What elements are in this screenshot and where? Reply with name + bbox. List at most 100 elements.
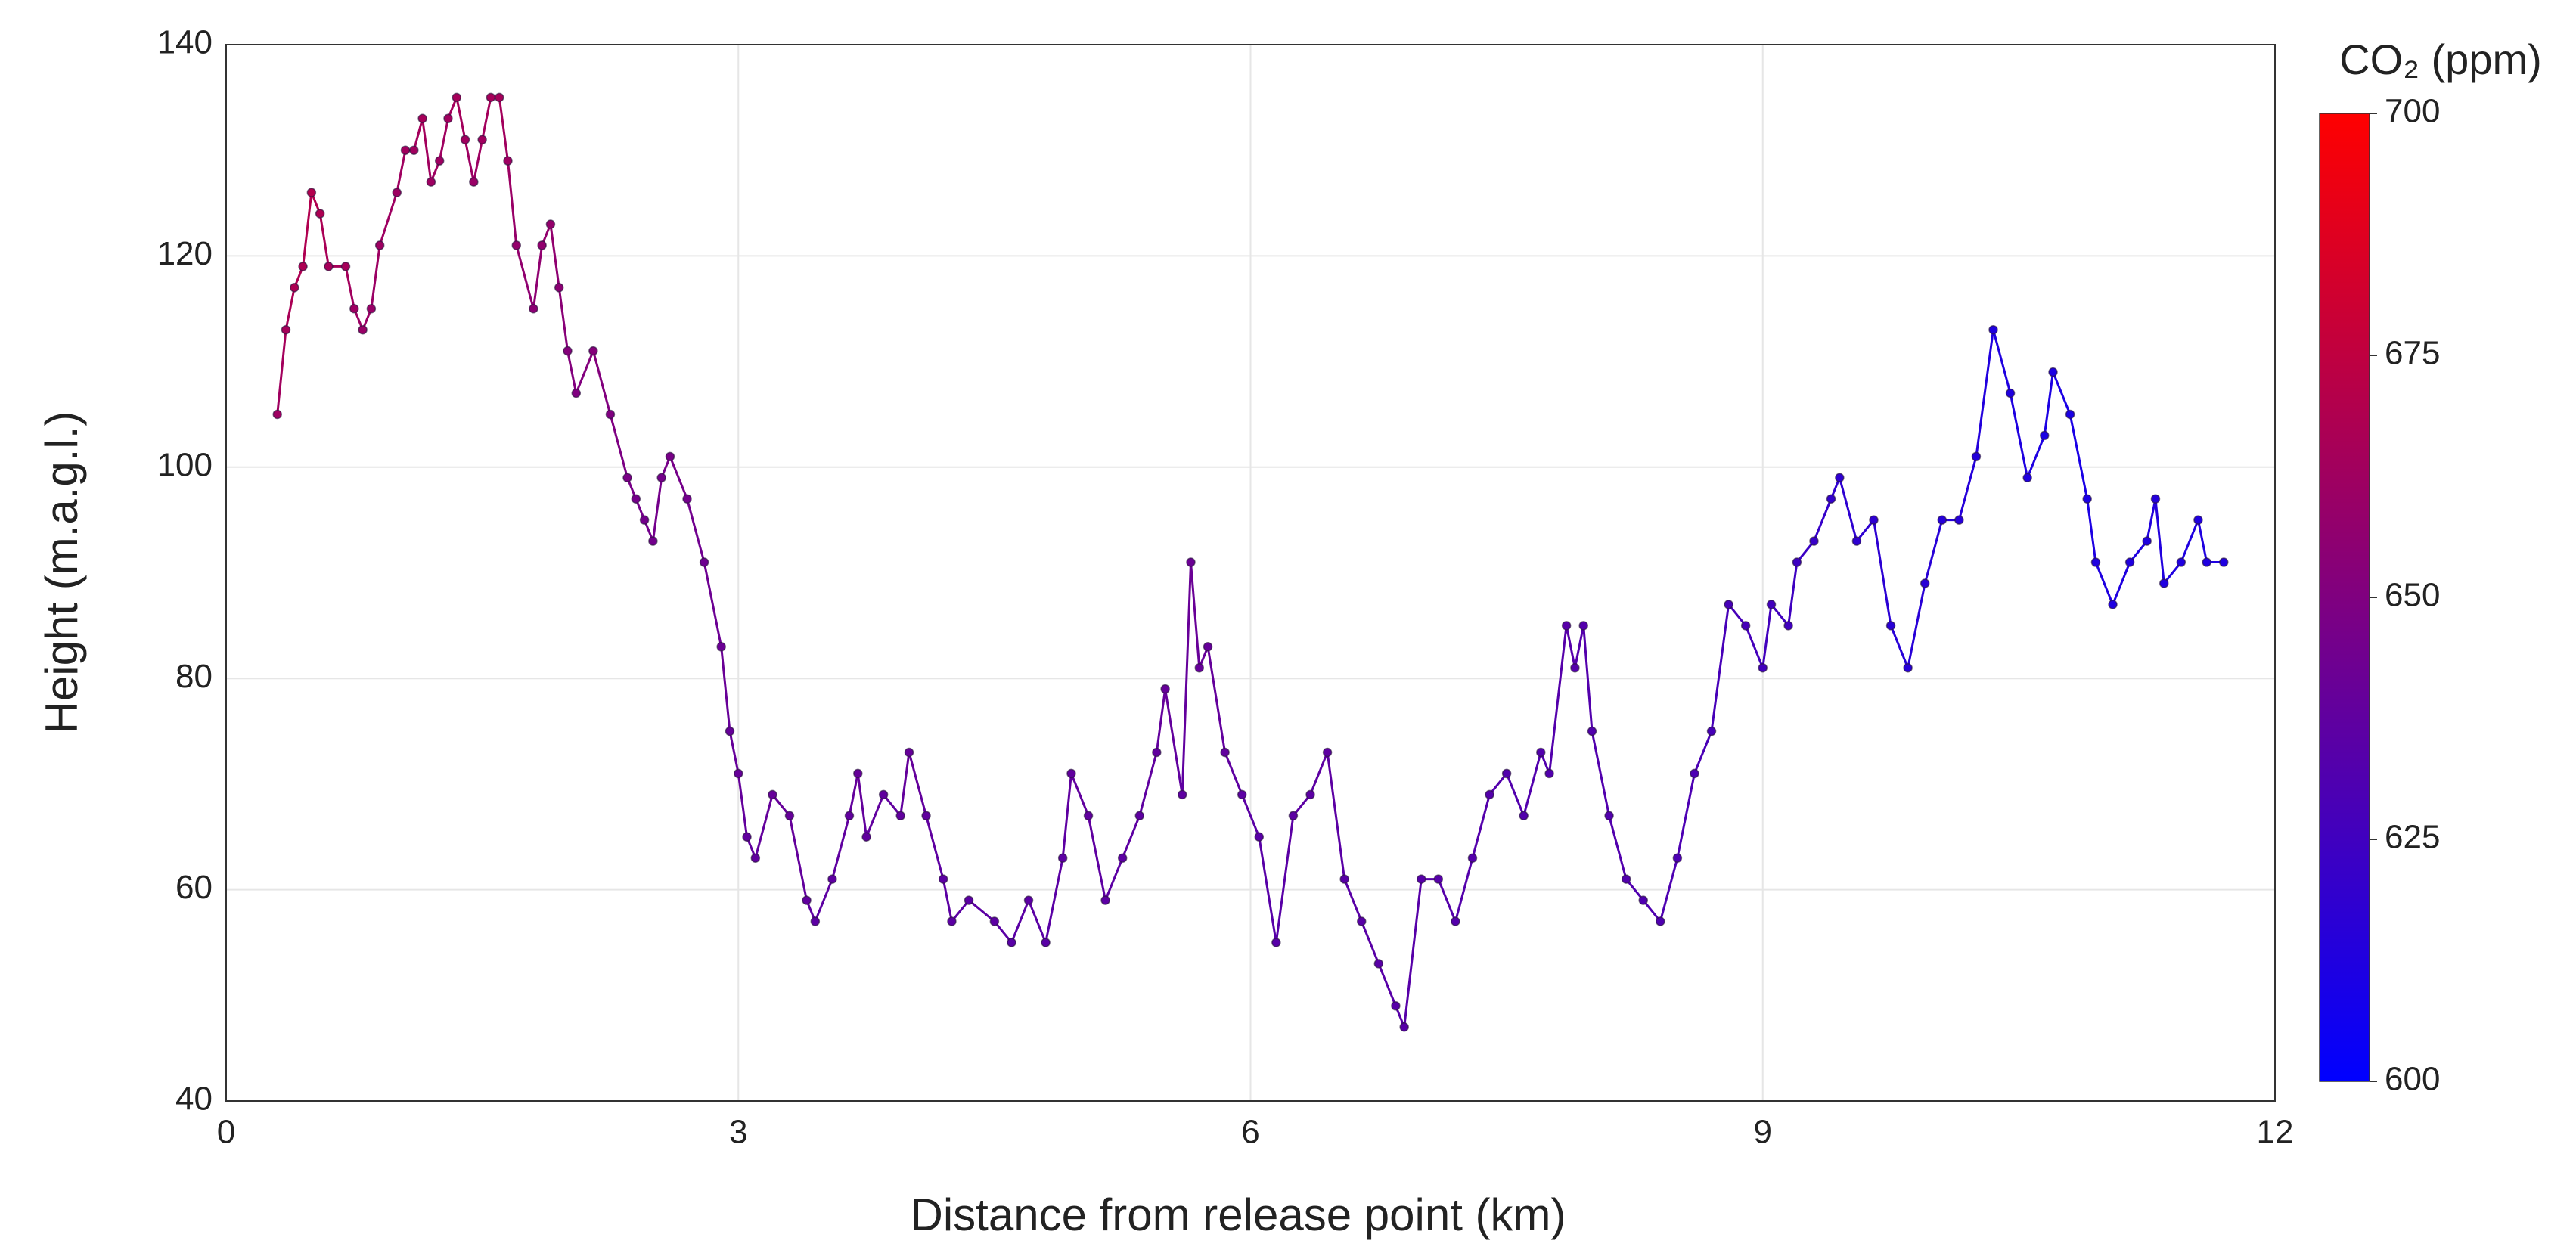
data-point <box>340 262 351 271</box>
data-point <box>2202 557 2211 567</box>
data-point <box>1621 874 1631 884</box>
x-tick-label: 12 <box>2257 1114 2294 1151</box>
data-point <box>2176 557 2186 567</box>
data-point <box>494 92 504 103</box>
data-point <box>1451 916 1460 926</box>
data-point <box>1288 811 1299 821</box>
data-point <box>631 494 641 504</box>
data-point <box>1826 494 1836 504</box>
data-point <box>1501 768 1512 779</box>
data-point <box>810 916 821 926</box>
data-point <box>1339 874 1349 884</box>
data-point <box>768 789 777 800</box>
data-point <box>400 145 411 155</box>
data-point <box>2039 430 2050 441</box>
data-point <box>469 177 479 187</box>
data-point <box>1023 895 1034 905</box>
data-point <box>2124 557 2135 567</box>
data-point <box>682 494 692 504</box>
data-point <box>1706 726 1717 736</box>
y-tick-label: 80 <box>175 658 213 695</box>
data-point <box>324 262 334 271</box>
data-point <box>588 346 598 356</box>
data-point <box>511 240 522 250</box>
data-point <box>1254 832 1265 842</box>
data-point <box>725 726 735 736</box>
data-point <box>742 832 752 842</box>
data-point <box>1920 578 1930 588</box>
x-axis-label: Distance from release point (km) <box>911 1189 1566 1240</box>
data-point <box>1544 768 1554 779</box>
data-point <box>622 473 632 483</box>
data-point <box>1041 938 1051 947</box>
y-tick-label: 100 <box>157 446 213 483</box>
data-point <box>452 92 462 103</box>
data-point <box>358 324 368 335</box>
data-point <box>1587 726 1597 736</box>
data-point <box>1194 662 1205 673</box>
y-tick-label: 40 <box>175 1081 213 1118</box>
data-point <box>1792 557 1802 567</box>
data-point <box>1220 747 1230 758</box>
data-point <box>1322 747 1333 758</box>
data-point <box>443 113 453 124</box>
data-point <box>477 135 487 144</box>
data-point <box>750 853 761 863</box>
data-point <box>1656 916 1665 926</box>
data-point <box>349 304 359 314</box>
data-point <box>1399 1022 1409 1032</box>
y-tick-label: 120 <box>157 235 213 272</box>
y-tick-label: 140 <box>157 24 213 61</box>
data-point <box>802 895 812 905</box>
data-point <box>1203 642 1213 652</box>
data-point <box>1783 621 1793 631</box>
data-point <box>272 409 282 420</box>
data-point <box>281 324 291 335</box>
data-point <box>605 409 616 420</box>
data-point <box>1417 874 1426 884</box>
data-point <box>1373 959 1384 969</box>
colorbar-tick-label: 700 <box>2385 93 2440 130</box>
data-point <box>554 283 564 293</box>
data-point <box>639 515 650 525</box>
data-point <box>2193 515 2203 525</box>
data-point <box>486 92 496 103</box>
data-point <box>2048 367 2058 377</box>
data-point <box>1433 874 1444 884</box>
data-point <box>426 177 436 187</box>
colorbar-tick-label: 650 <box>2385 577 2440 614</box>
colorbar <box>2319 113 2370 1082</box>
data-point <box>921 811 931 821</box>
data-point <box>989 916 1000 926</box>
data-point <box>1903 662 1913 673</box>
data-point <box>2065 409 2075 420</box>
data-point <box>1724 600 1733 609</box>
data-point <box>503 156 513 166</box>
data-point <box>1057 853 1068 863</box>
data-point <box>2090 557 2101 567</box>
data-point <box>665 451 675 462</box>
data-point <box>1117 853 1128 863</box>
data-point <box>1604 811 1614 821</box>
data-point <box>2108 600 2118 609</box>
data-point <box>537 240 547 250</box>
data-point <box>1007 938 1016 947</box>
data-point <box>434 156 445 166</box>
data-point <box>844 811 855 821</box>
data-point <box>1570 662 1580 673</box>
data-point <box>861 832 871 842</box>
data-point <box>1536 747 1546 758</box>
data-point <box>2159 578 2169 588</box>
data-point <box>1485 789 1494 800</box>
data-point <box>947 916 957 926</box>
colorbar-tick-label: 600 <box>2385 1061 2440 1098</box>
data-point <box>374 240 385 250</box>
data-point <box>417 113 427 124</box>
data-point <box>545 219 556 229</box>
data-point <box>298 262 308 271</box>
data-point <box>1134 811 1145 821</box>
data-point <box>1578 621 1588 631</box>
data-point <box>1869 515 1879 525</box>
